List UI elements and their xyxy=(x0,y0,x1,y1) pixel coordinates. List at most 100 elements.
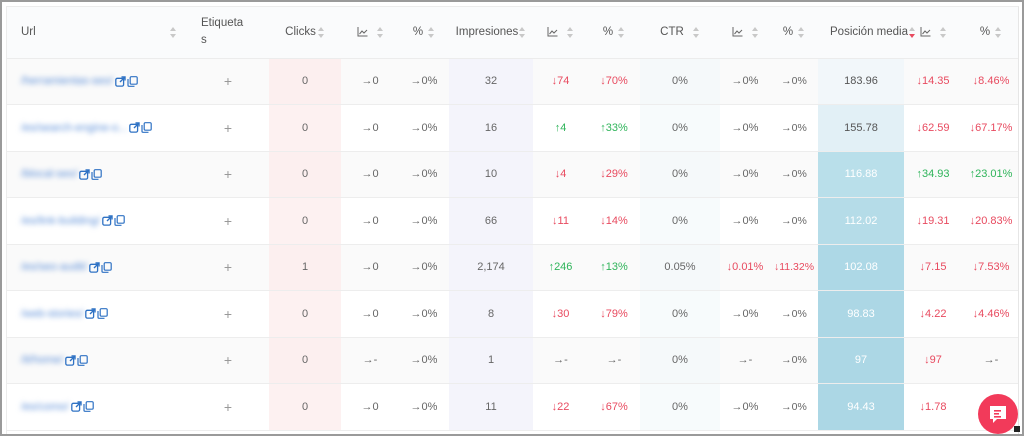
url-link[interactable]: /blocal-seo/ xyxy=(21,168,78,181)
clicks-delta: →0 xyxy=(341,58,399,105)
ctr-pct: ↓11.32% xyxy=(770,244,818,291)
url-link[interactable]: /es/seo-audit/ xyxy=(21,261,88,274)
col-impressions-pct-label: % xyxy=(602,26,614,39)
copy-icon[interactable] xyxy=(101,261,112,273)
clicks-pct: →0% xyxy=(399,244,449,291)
table-row: /es/como/+0 →0 →0% 11 ↓22 ↓67% 0% →0% →0% 94.43 ↓1… xyxy=(7,383,1018,431)
clicks-value: 0 xyxy=(269,104,341,152)
impressions-value: 8 xyxy=(449,290,533,338)
col-clicks-pct[interactable]: % xyxy=(399,7,449,59)
sort-icon[interactable] xyxy=(692,26,700,38)
clicks-value: 0 xyxy=(269,58,341,105)
url-link[interactable]: /es/link-building/ xyxy=(21,214,100,227)
col-clicks-pct-label: % xyxy=(412,26,424,39)
add-tag-button[interactable]: + xyxy=(223,212,233,229)
impressions-delta: ↑246 xyxy=(533,244,588,291)
ctr-value: 0% xyxy=(640,197,720,245)
position-value: 97 xyxy=(818,337,904,384)
sort-icon[interactable] xyxy=(798,26,805,38)
clicks-delta: →0 xyxy=(341,244,399,291)
copy-icon[interactable] xyxy=(77,354,88,366)
url-link[interactable]: /es/como/ xyxy=(21,400,69,413)
add-tag-button[interactable]: + xyxy=(223,305,233,322)
col-impressions[interactable]: Impresiones xyxy=(449,7,533,59)
ctr-value: 0% xyxy=(640,290,720,338)
external-link-icon[interactable] xyxy=(65,355,76,366)
copy-icon[interactable] xyxy=(127,75,138,87)
col-ctr-pct[interactable]: % xyxy=(770,7,818,59)
sort-icon[interactable] xyxy=(428,26,435,38)
copy-icon[interactable] xyxy=(141,122,153,134)
clicks-delta: →0 xyxy=(341,383,399,431)
col-tags-label-2: s xyxy=(201,34,207,47)
ctr-delta: →0% xyxy=(720,383,770,431)
position-value: 155.78 xyxy=(818,104,904,152)
col-tags-label-1: Etiqueta xyxy=(201,17,244,30)
col-impressions-pct[interactable]: % xyxy=(588,7,640,59)
clicks-delta: →- xyxy=(341,337,399,384)
clicks-value: 0 xyxy=(269,337,341,384)
col-clicks-trend[interactable] xyxy=(341,7,399,59)
chat-icon xyxy=(990,406,1006,423)
position-pct: ↓7.53% xyxy=(962,244,1018,291)
add-tag-button[interactable]: + xyxy=(223,398,233,415)
add-tag-button[interactable]: + xyxy=(223,259,233,276)
sort-icon[interactable] xyxy=(376,26,384,38)
line-chart-icon xyxy=(357,27,367,37)
impressions-delta: ↓30 xyxy=(533,290,588,338)
add-tag-button[interactable]: + xyxy=(223,119,233,136)
url-link[interactable]: /web-stories/ xyxy=(21,307,84,320)
table-row: /es/search-engine-o... +0 →0 →0% 16 ↑4 ↑33% 0% →… xyxy=(7,104,1018,152)
add-tag-cell: + xyxy=(187,151,269,198)
col-position[interactable]: Posición media xyxy=(818,7,963,59)
sort-icon[interactable] xyxy=(995,26,1002,38)
external-link-icon[interactable] xyxy=(70,401,82,413)
sort-icon[interactable] xyxy=(317,26,325,38)
sort-icon[interactable] xyxy=(567,26,574,38)
position-pct: ↓4.46% xyxy=(962,290,1018,338)
position-value: 116.88 xyxy=(818,151,904,198)
clicks-delta: →0 xyxy=(341,151,399,198)
sort-icon[interactable] xyxy=(939,26,947,38)
copy-icon[interactable] xyxy=(91,168,103,180)
clicks-pct: →0% xyxy=(399,104,449,152)
sort-icon-active[interactable] xyxy=(908,26,916,38)
col-position-pct[interactable]: % xyxy=(962,7,1018,59)
external-link-icon[interactable] xyxy=(79,169,90,180)
col-position-pct-label: % xyxy=(979,26,991,39)
copy-icon[interactable] xyxy=(114,215,125,227)
col-ctr-trend[interactable] xyxy=(720,7,770,59)
external-link-icon[interactable] xyxy=(102,215,113,227)
position-delta: ↓62.59 xyxy=(904,104,963,152)
add-tag-button[interactable]: + xyxy=(223,73,233,90)
url-cell: /es/como/ xyxy=(7,383,187,431)
external-link-icon[interactable] xyxy=(114,76,126,87)
external-link-icon[interactable] xyxy=(89,262,100,273)
ctr-delta: →0% xyxy=(720,104,770,152)
external-link-icon[interactable] xyxy=(129,122,141,134)
sort-icon[interactable] xyxy=(618,26,625,38)
col-ctr[interactable]: CTR xyxy=(640,7,720,59)
add-tag-button[interactable]: + xyxy=(223,166,233,183)
add-tag-button[interactable]: + xyxy=(223,352,233,369)
col-url[interactable]: Url xyxy=(7,7,187,59)
table-row: /it/home/+0 →- →0% 1 →- →- 0% →- →0% 97 ↓97 →- xyxy=(7,337,1018,384)
col-clicks[interactable]: Clicks xyxy=(269,7,341,59)
add-tag-cell: + xyxy=(187,197,269,245)
copy-icon[interactable] xyxy=(97,308,109,320)
url-link[interactable]: /it/home/ xyxy=(21,354,64,367)
url-cell: /it/home/ xyxy=(7,337,187,384)
url-link[interactable]: /herramientas-seo/ xyxy=(21,75,113,88)
url-link[interactable]: /es/search-engine-o... xyxy=(21,121,128,134)
chat-button[interactable] xyxy=(978,394,1020,434)
sort-icon[interactable] xyxy=(170,26,177,38)
line-chart-icon xyxy=(732,27,742,37)
external-link-icon[interactable] xyxy=(85,308,97,320)
sort-icon[interactable] xyxy=(519,26,526,38)
copy-icon[interactable] xyxy=(83,401,94,413)
sort-icon[interactable] xyxy=(751,26,759,38)
col-clicks-label: Clicks xyxy=(285,26,316,39)
position-delta: ↓7.15 xyxy=(904,244,963,291)
impressions-pct: ↓14% xyxy=(588,197,640,245)
col-impressions-trend[interactable] xyxy=(533,7,588,59)
